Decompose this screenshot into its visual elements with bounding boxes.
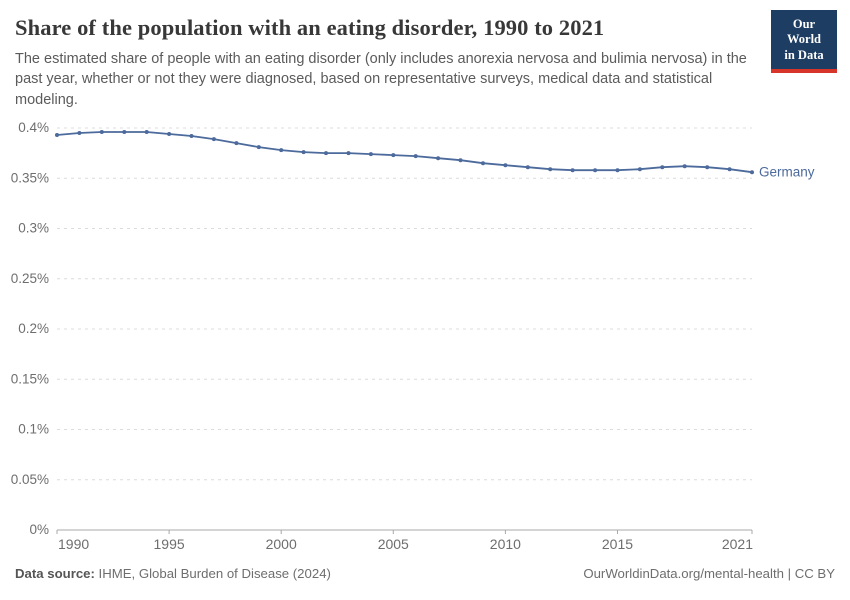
y-tick-label: 0% [29, 522, 49, 537]
trend-line[interactable] [56, 131, 753, 174]
x-tick-label: 1995 [154, 536, 185, 552]
data-point[interactable] [99, 130, 104, 134]
data-source-text: IHME, Global Burden of Disease (2024) [94, 566, 331, 581]
data-point[interactable] [324, 151, 328, 156]
data-source-note: Data source: IHME, Global Burden of Dise… [15, 566, 331, 581]
x-tick-label: 1990 [58, 536, 89, 552]
credit-note: OurWorldinData.org/mental-health | CC BY [583, 566, 835, 581]
data-point[interactable] [122, 130, 127, 134]
y-tick-label: 0.4% [18, 120, 49, 135]
data-point[interactable] [593, 168, 598, 173]
data-point[interactable] [413, 154, 418, 159]
chart-subtitle: The estimated share of people with an ea… [15, 51, 747, 108]
x-tick-label: 2005 [378, 536, 409, 552]
data-source-label: Data source: [15, 566, 95, 581]
data-point[interactable] [660, 165, 665, 170]
data-point[interactable] [548, 167, 553, 172]
x-tick-label: 2000 [266, 536, 297, 552]
y-tick-label: 0.15% [11, 371, 49, 386]
x-tick-label: 2015 [602, 536, 633, 552]
data-point[interactable] [570, 168, 575, 173]
y-tick-label: 0.1% [18, 422, 49, 437]
data-point[interactable] [167, 132, 172, 136]
data-point[interactable] [256, 145, 261, 150]
data-point[interactable] [391, 153, 396, 158]
data-point[interactable] [682, 164, 687, 169]
data-point[interactable] [525, 165, 530, 170]
y-tick-label: 0.25% [11, 271, 49, 286]
y-tick-label: 0.35% [11, 170, 49, 185]
data-point[interactable] [727, 167, 732, 172]
data-point[interactable] [279, 148, 284, 153]
data-point[interactable] [481, 161, 485, 166]
data-point[interactable] [234, 141, 239, 146]
data-point[interactable] [211, 137, 216, 142]
data-point[interactable] [301, 150, 306, 155]
data-point[interactable] [77, 131, 82, 135]
y-tick-label: 0.05% [11, 472, 49, 487]
y-tick-label: 0.2% [18, 321, 49, 336]
data-point[interactable] [368, 152, 373, 157]
chart-footer: Data source: IHME, Global Burden of Dise… [15, 566, 835, 581]
data-point[interactable] [503, 163, 508, 168]
data-point[interactable] [55, 133, 59, 137]
data-point[interactable] [615, 168, 620, 173]
owid-logo[interactable]: Our World in Data [771, 10, 837, 73]
chart-title: Share of the population with an eating d… [15, 15, 605, 40]
y-tick-label: 0.3% [18, 221, 49, 236]
data-point[interactable] [637, 167, 642, 172]
data-point[interactable] [436, 156, 441, 161]
data-point[interactable] [346, 151, 351, 156]
data-point[interactable] [189, 134, 194, 138]
owid-logo-line2: in Data [784, 47, 824, 62]
x-tick-label: 2010 [490, 536, 521, 552]
x-tick-label: 2021 [722, 536, 753, 552]
entity-label[interactable]: Germany [759, 165, 815, 180]
owid-logo-line1: Our World [786, 17, 822, 47]
data-point[interactable] [750, 170, 754, 175]
data-point[interactable] [705, 165, 710, 170]
data-point[interactable] [458, 158, 463, 163]
data-point[interactable] [144, 130, 149, 134]
chart-header: Share of the population with an eating d… [15, 14, 763, 110]
